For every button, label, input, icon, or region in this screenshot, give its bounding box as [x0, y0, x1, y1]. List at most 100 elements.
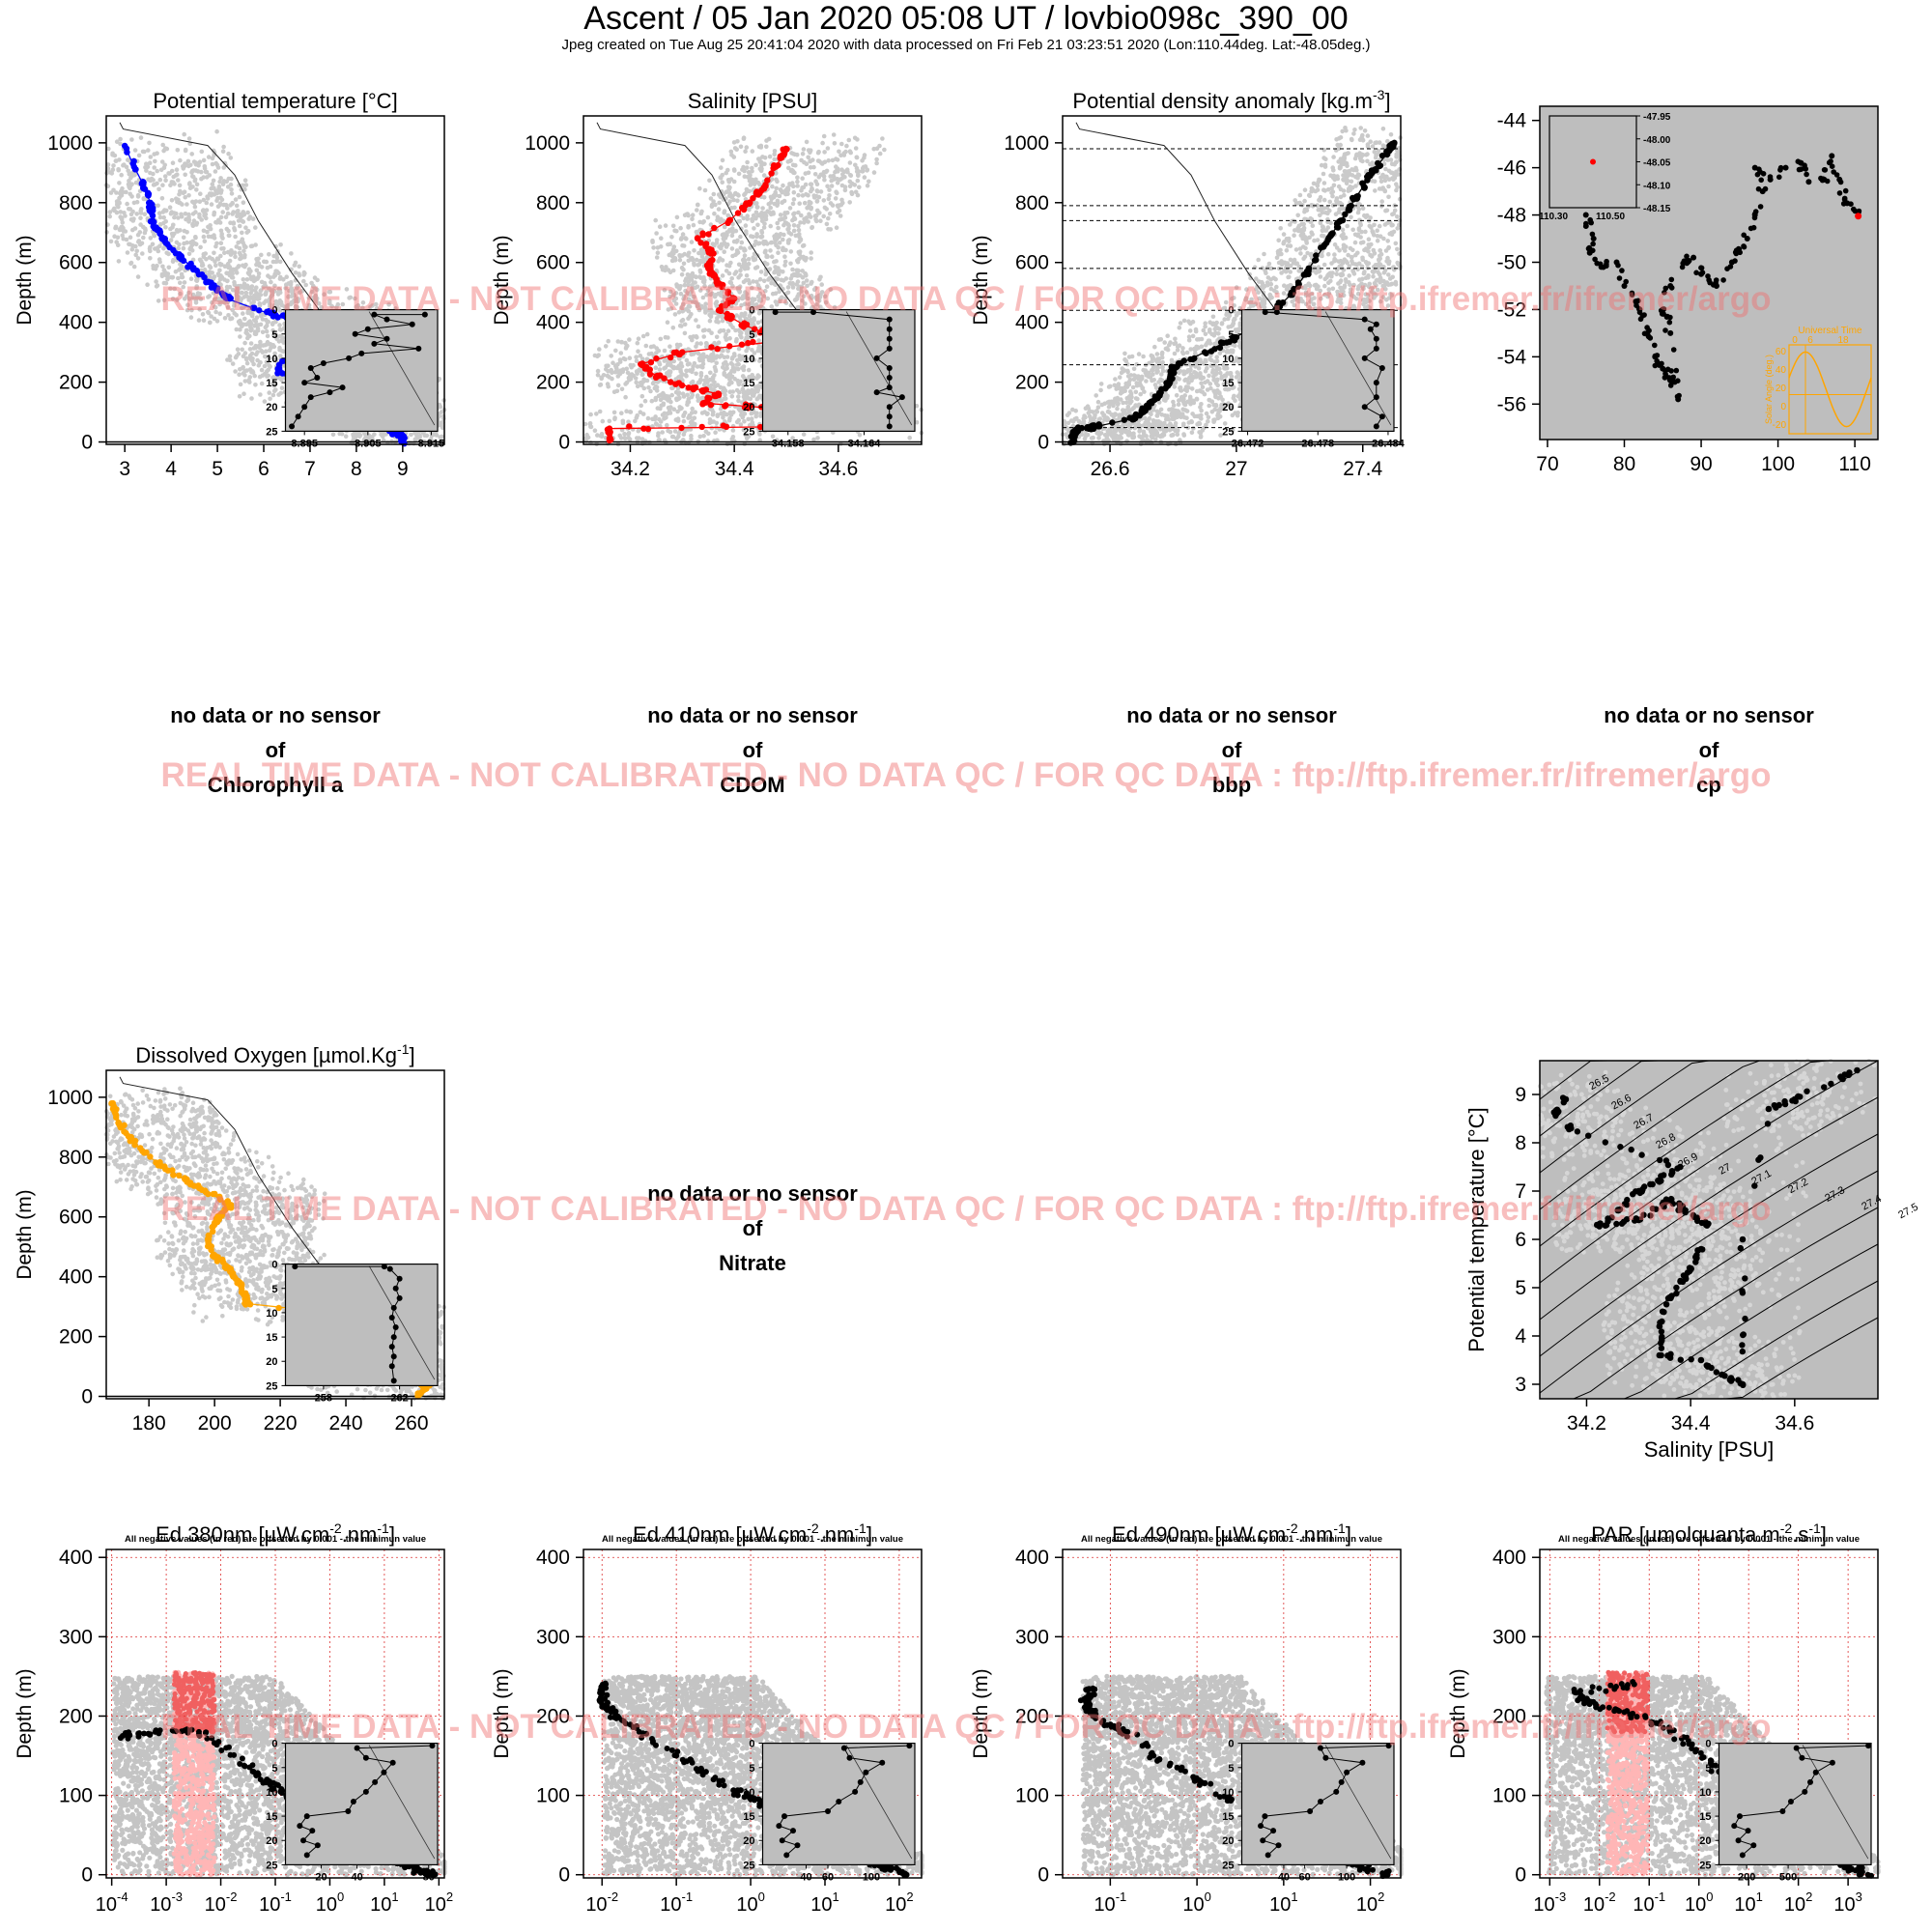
- cloud-point: [781, 223, 786, 228]
- cloud-point: [822, 134, 827, 139]
- cloud-point: [220, 236, 225, 241]
- cloud-point: [189, 152, 194, 156]
- x-tick-label: 6: [258, 458, 270, 480]
- cloud-point: [238, 394, 242, 399]
- cloud-point: [861, 166, 866, 171]
- cloud-point: [696, 325, 701, 329]
- cloud-point: [107, 214, 112, 219]
- cloud-point: [709, 330, 714, 335]
- cloud-point: [185, 302, 190, 307]
- cloud-point: [195, 277, 200, 282]
- cloud-point: [319, 305, 324, 310]
- cloud-point: [646, 385, 651, 390]
- cloud-point: [253, 383, 258, 387]
- profile-point: [166, 244, 172, 250]
- inset-point: [384, 336, 390, 342]
- cloud-point: [703, 308, 708, 313]
- cloud-point: [190, 222, 195, 227]
- cloud-point: [745, 145, 750, 150]
- cloud-point: [353, 297, 357, 301]
- cloud-point: [178, 292, 183, 297]
- cloud-point: [238, 195, 242, 200]
- cloud-point: [817, 298, 822, 303]
- cloud-point: [698, 269, 703, 273]
- cloud-point: [194, 300, 199, 305]
- cloud-point: [827, 187, 832, 192]
- cloud-point: [820, 173, 825, 178]
- cloud-point: [182, 242, 186, 246]
- profile-point: [209, 284, 214, 290]
- cloud-point: [289, 282, 294, 287]
- cloud-point: [799, 238, 804, 242]
- cloud-point: [695, 341, 699, 346]
- cloud-point: [270, 343, 275, 348]
- cloud-point: [278, 334, 283, 339]
- cloud-point: [787, 281, 792, 286]
- cloud-point: [697, 186, 702, 191]
- cloud-point: [252, 279, 257, 284]
- cloud-point: [210, 300, 214, 305]
- cloud-point: [756, 346, 761, 351]
- cloud-point: [726, 373, 731, 378]
- cloud-point: [629, 410, 634, 414]
- cloud-point: [796, 269, 801, 273]
- cloud-point: [765, 254, 770, 259]
- cloud-point: [682, 419, 687, 424]
- cloud-point: [762, 279, 767, 284]
- cloud-point: [816, 151, 821, 156]
- cloud-point: [758, 277, 763, 282]
- cloud-point: [724, 233, 729, 238]
- cloud-point: [296, 298, 300, 302]
- cloud-point: [707, 313, 712, 318]
- cloud-point: [775, 233, 780, 238]
- cloud-point: [225, 227, 230, 232]
- cloud-point: [241, 311, 245, 316]
- cloud-point: [755, 205, 760, 210]
- cloud-point: [238, 224, 242, 229]
- cloud-point: [658, 367, 663, 372]
- cloud-point: [267, 252, 271, 257]
- cloud-point: [243, 351, 248, 355]
- cloud-point: [179, 213, 184, 217]
- cloud-point: [732, 206, 737, 211]
- cloud-point: [202, 211, 207, 215]
- cloud-point: [269, 280, 273, 285]
- cloud-point: [128, 192, 132, 197]
- cloud-point: [805, 140, 810, 145]
- cloud-point: [252, 346, 257, 351]
- cloud-point: [307, 303, 312, 308]
- cloud-point: [804, 273, 809, 278]
- cloud-point: [175, 298, 180, 302]
- cloud-point: [273, 269, 278, 273]
- cloud-point: [145, 282, 150, 287]
- cloud-point: [742, 136, 747, 141]
- cloud-point: [826, 216, 831, 221]
- cloud-point: [748, 281, 753, 286]
- cloud-point: [815, 436, 820, 440]
- cloud-point: [210, 202, 214, 207]
- cloud-point: [848, 160, 853, 165]
- cloud-point: [226, 271, 231, 276]
- cloud-point: [616, 384, 621, 388]
- cloud-point: [249, 328, 254, 333]
- cloud-point: [599, 383, 604, 387]
- cloud-point: [655, 255, 660, 260]
- cloud-point: [368, 305, 373, 310]
- cloud-point: [685, 358, 690, 363]
- cloud-point: [805, 284, 810, 289]
- cloud-point: [627, 431, 632, 436]
- cloud-point: [800, 269, 805, 273]
- cloud-point: [853, 183, 858, 187]
- cloud-point: [696, 285, 700, 290]
- cloud-point: [311, 284, 316, 289]
- cloud-point: [796, 224, 801, 229]
- cloud-point: [151, 172, 156, 177]
- cloud-point: [136, 256, 141, 261]
- cloud-point: [183, 189, 187, 194]
- cloud-point: [237, 372, 242, 377]
- cloud-point: [203, 240, 208, 244]
- cloud-point: [768, 248, 773, 253]
- cloud-point: [822, 150, 827, 155]
- cloud-point: [149, 236, 154, 241]
- cloud-point: [139, 135, 144, 140]
